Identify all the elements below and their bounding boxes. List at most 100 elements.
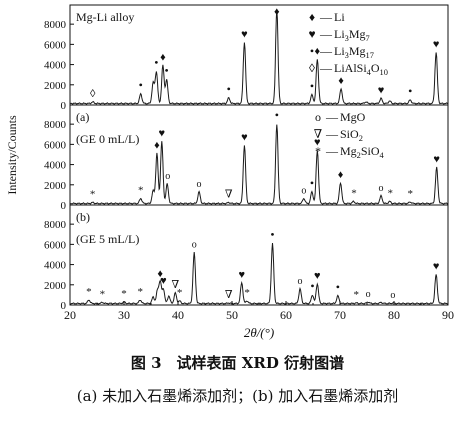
peak-marker: *: [121, 288, 127, 300]
peak-marker: •: [336, 280, 340, 294]
formula-part: 4: [367, 68, 372, 77]
legend-dash: —: [325, 127, 339, 141]
y-tick-label-b: 2000: [44, 280, 67, 292]
peak-marker: •: [139, 78, 143, 92]
peak-marker: ♥: [433, 154, 440, 166]
peak-marker: ♦: [160, 52, 166, 64]
formula-part: Mg: [349, 27, 366, 41]
panel-label-b: (b): [76, 210, 90, 224]
figure-caption-title: 图 3 试样表面 XRD 衍射图谱: [130, 354, 345, 372]
peak-marker: •: [408, 84, 412, 98]
formula-part: SiO: [340, 127, 359, 141]
peak-marker: •: [310, 279, 314, 293]
formula-part: Mg: [349, 44, 366, 58]
panel-sublabel-a: (GE 0 mL/L): [76, 132, 139, 146]
peak-marker: o: [298, 276, 303, 287]
peak-marker: •: [310, 79, 314, 93]
y-tick-label-alloy: 2000: [44, 80, 67, 92]
peak-marker: ♥: [314, 136, 321, 148]
peak-marker: •: [275, 108, 279, 122]
x-tick-label: 60: [280, 308, 292, 322]
legend-symbol: ♥: [308, 27, 315, 41]
y-tick-label-alloy: 8000: [44, 19, 67, 31]
peak-marker: ♥: [433, 261, 440, 273]
peak-marker: ♥: [238, 269, 245, 281]
y-tick-label-a: 2000: [44, 180, 67, 192]
legend-symbol: ◊: [309, 61, 315, 75]
peak-marker: •: [165, 64, 169, 78]
peak-marker: ♥: [159, 127, 166, 139]
x-tick-label: 90: [442, 308, 454, 322]
peak-marker: o: [197, 179, 202, 190]
y-tick-label-b: 4000: [44, 260, 67, 272]
peak-marker: •: [270, 227, 274, 241]
peak-marker: ♦: [274, 6, 280, 18]
panel-sublabel-b: (GE 5 mL/L): [76, 232, 139, 246]
formula-part: 2: [357, 151, 361, 160]
legend-dash: —: [319, 61, 333, 75]
peak-marker: ∇: [171, 279, 179, 291]
peak-marker: ♥: [241, 28, 248, 40]
figure-caption-subtitle: (a) 未加入石墨烯添加剂；(b) 加入石墨烯添加剂: [76, 387, 399, 405]
peak-marker: *: [86, 286, 92, 298]
peak-marker: ♦: [154, 139, 160, 151]
formula-part: Li: [334, 10, 345, 24]
peak-marker: *: [100, 288, 106, 300]
peak-marker: ♥: [160, 275, 167, 287]
peak-marker: *: [407, 188, 413, 200]
y-tick-label-alloy: 6000: [44, 39, 67, 51]
peak-marker: ♦: [338, 169, 344, 181]
y-tick-label-alloy: 4000: [44, 60, 67, 72]
x-tick-label: 20: [64, 308, 76, 322]
x-tick-label: 40: [172, 308, 184, 322]
legend-symbol: o: [315, 110, 321, 124]
formula-part: 2: [359, 134, 363, 143]
y-tick-label-a: 4000: [44, 160, 67, 172]
legend-dash: —: [325, 144, 339, 158]
legend-symbol: *: [315, 144, 321, 158]
formula-part: Li: [334, 27, 345, 41]
peak-marker: ∇: [225, 188, 233, 200]
peak-marker: ♥: [241, 131, 248, 143]
peak-marker: *: [387, 187, 393, 199]
formula-part: Li: [334, 44, 345, 58]
panel-label-alloy: Mg-Li alloy: [76, 10, 134, 24]
peak-marker: •: [310, 176, 314, 190]
peak-marker: ◊: [90, 88, 96, 100]
legend-label: SiO2​: [340, 127, 363, 143]
peak-marker: *: [138, 184, 144, 196]
formula-part: Mg: [340, 144, 357, 158]
peak-marker: o: [165, 171, 170, 182]
legend-symbol: ∇: [314, 127, 322, 141]
peak-marker: o: [301, 185, 306, 196]
y-tick-label-a: 6000: [44, 139, 67, 151]
legend-dash: —: [319, 44, 333, 58]
formula-part: 4: [380, 151, 385, 160]
peak-marker: ♥: [433, 38, 440, 50]
x-tick-label: 30: [118, 308, 130, 322]
formula-part: 17: [366, 51, 374, 60]
peak-marker: o: [390, 290, 395, 301]
formula-part: MgO: [340, 110, 366, 124]
x-tick-label: 50: [226, 308, 238, 322]
peak-marker: •: [227, 82, 231, 96]
peak-marker: o: [379, 183, 384, 194]
x-axis-title: 2θ/(°): [244, 325, 274, 340]
peak-marker: ♦: [157, 268, 163, 280]
formula-part: LiAlSi: [334, 61, 367, 75]
formula-part: 10: [380, 68, 388, 77]
xrd-line-a: [69, 124, 448, 205]
peak-marker: ♦: [338, 75, 344, 87]
peak-marker: ♥: [378, 84, 385, 96]
x-tick-label: 80: [388, 308, 400, 322]
peak-marker: *: [351, 187, 357, 199]
legend-symbol: ♦: [309, 10, 315, 24]
legend-label: LiAlSi4​O10​: [334, 61, 388, 77]
y-tick-label-b: 8000: [44, 219, 67, 231]
legend-label: Li3​Mg17​: [334, 44, 374, 60]
formula-part: SiO: [361, 144, 380, 158]
formula-part: 3: [345, 34, 349, 43]
legend-dash: —: [319, 10, 333, 24]
y-tick-label-a: 0: [61, 200, 67, 212]
